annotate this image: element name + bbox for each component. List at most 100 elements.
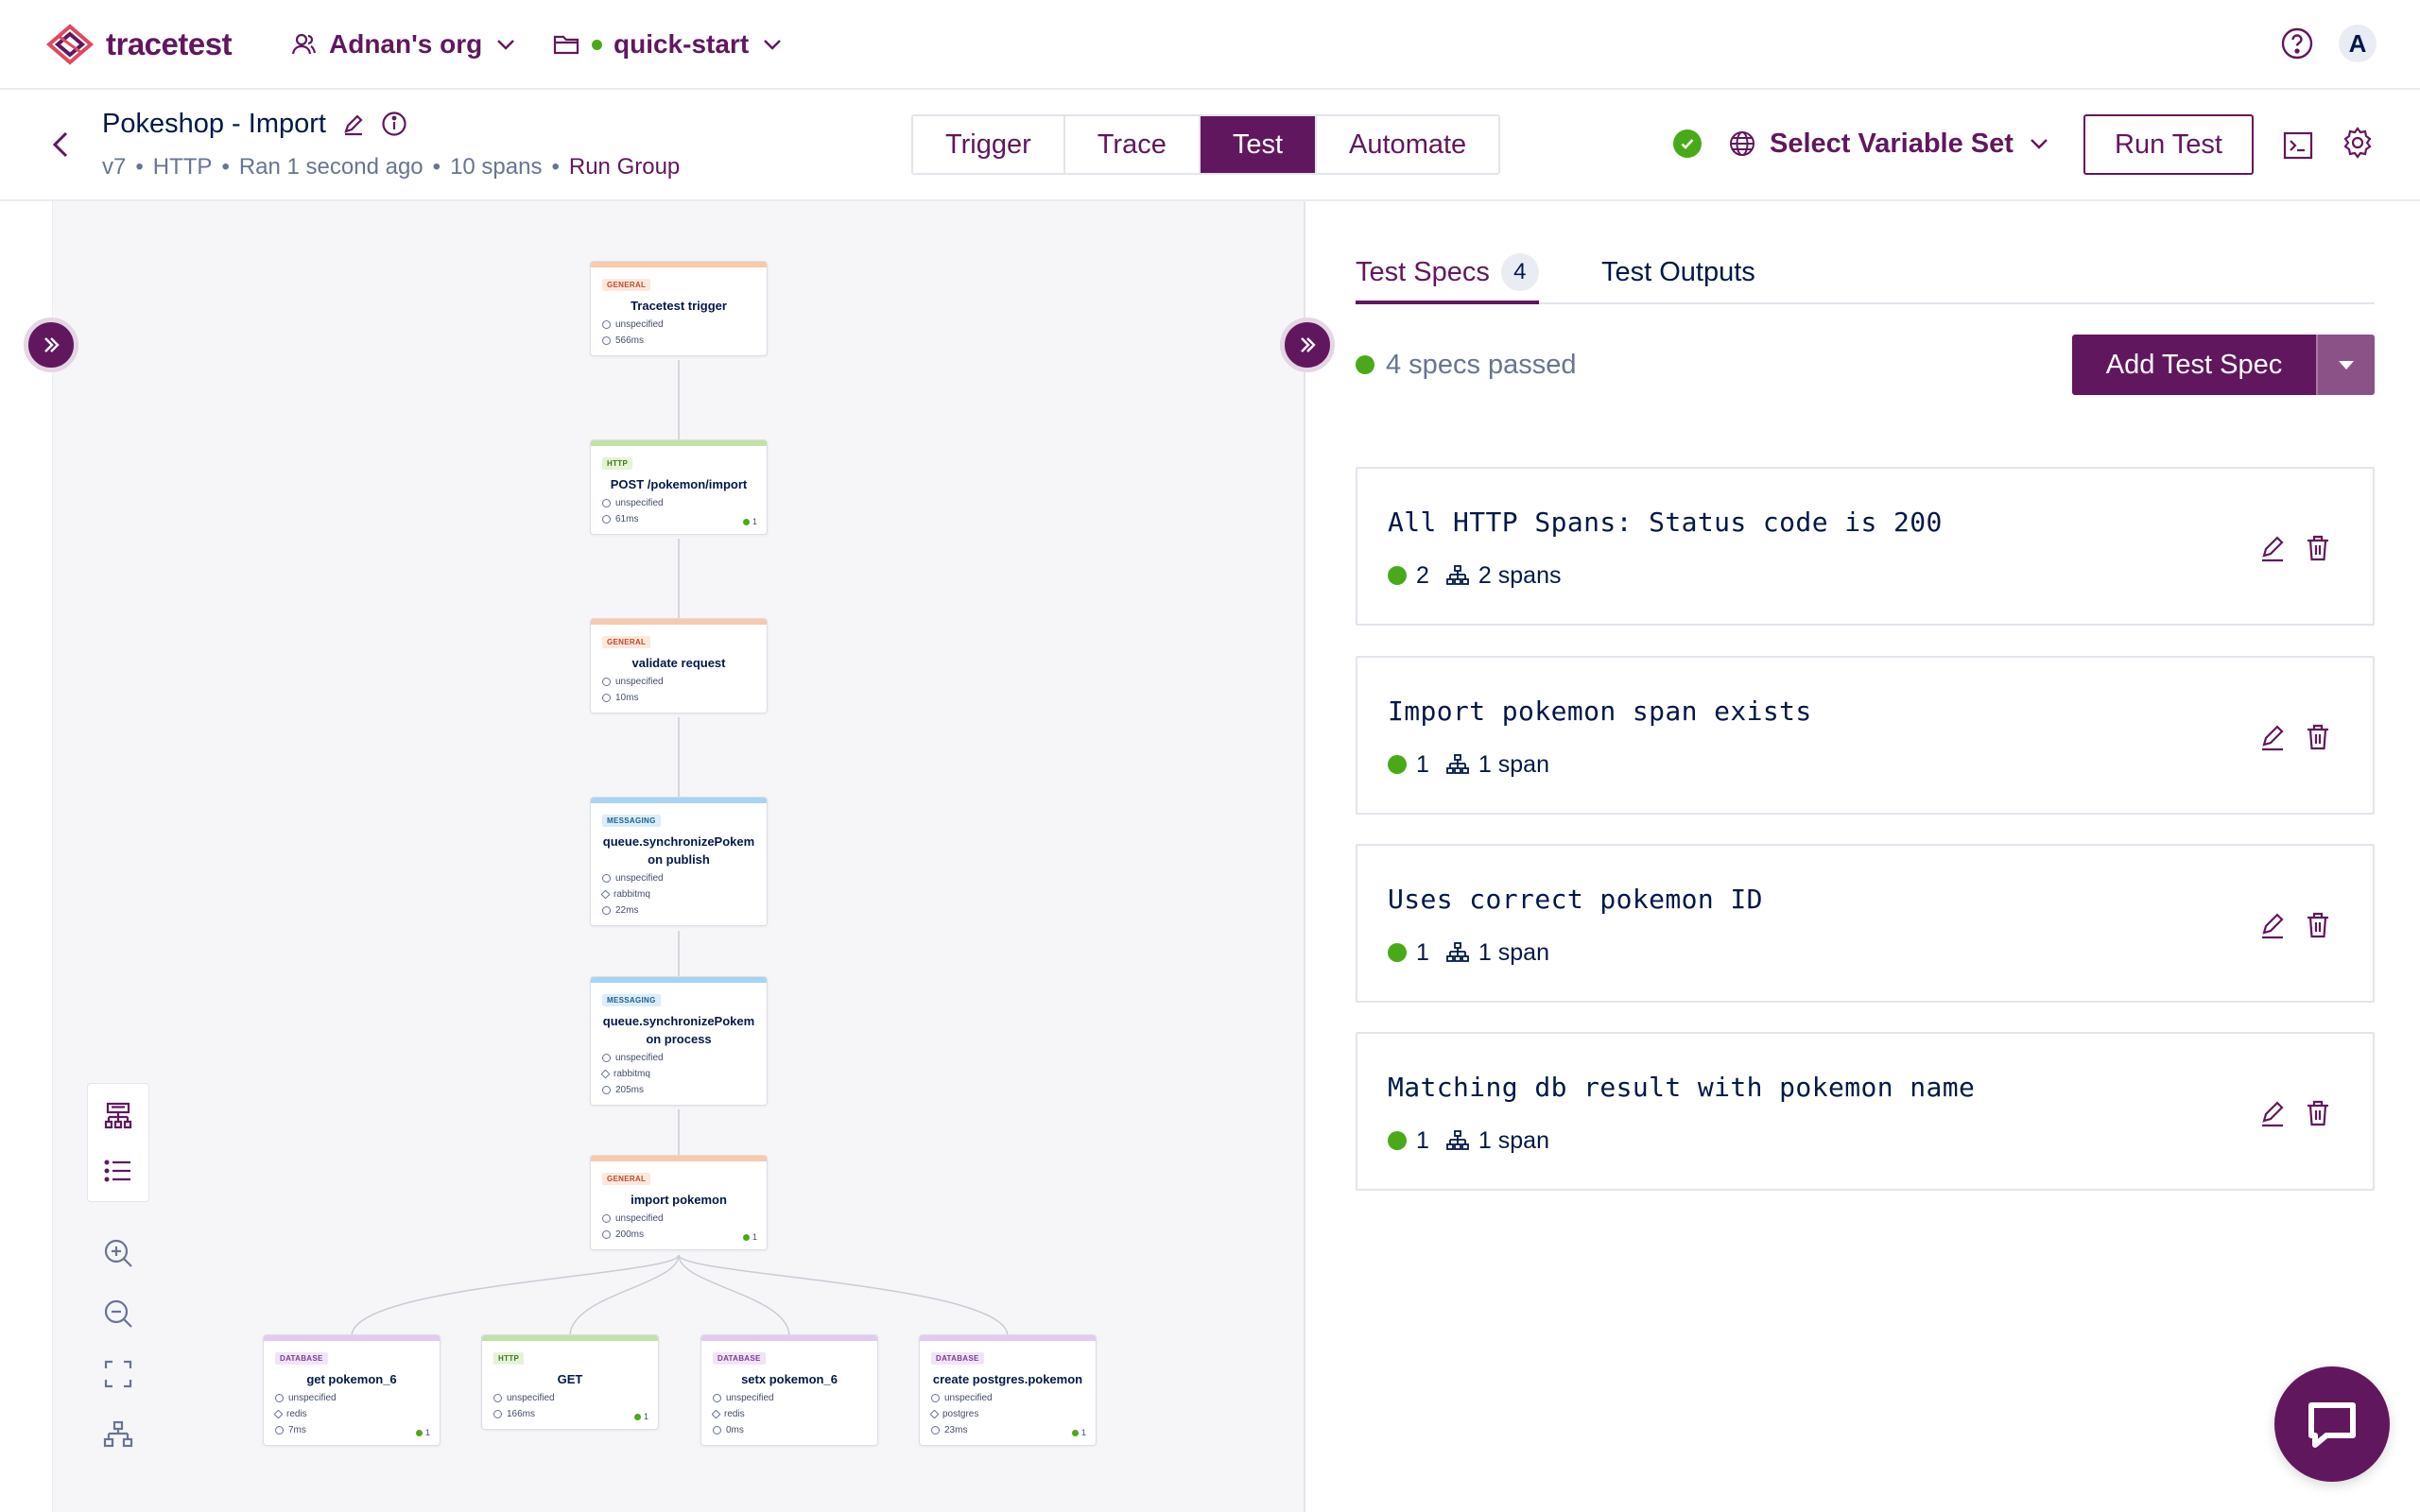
- trash-icon[interactable]: [2303, 1098, 2333, 1128]
- span-duration-value: 10ms: [615, 693, 639, 703]
- span-type-bar: [591, 440, 767, 446]
- span-type-badge: HTTP: [602, 457, 633, 470]
- clock-icon: [493, 1410, 502, 1418]
- tab-trigger[interactable]: Trigger: [913, 116, 1065, 173]
- tab-automate[interactable]: Automate: [1317, 116, 1499, 173]
- org-selector[interactable]: Adnan's org: [289, 25, 518, 64]
- edit-icon[interactable]: [2257, 533, 2288, 563]
- span-service-name: unspecified: [507, 1393, 555, 1403]
- edit-icon[interactable]: [341, 112, 366, 136]
- run-group-link[interactable]: Run Group: [568, 154, 681, 180]
- span-check-result: 1: [633, 1412, 648, 1421]
- span-node[interactable]: HTTP POST /pokemon/import unspecified 61ms 1: [590, 439, 768, 535]
- span-type-badge: GENERAL: [602, 1173, 651, 1185]
- trash-icon[interactable]: [2303, 533, 2333, 563]
- tab-trace[interactable]: Trace: [1064, 116, 1201, 173]
- wrench-icon: [600, 889, 611, 900]
- test-spec-card[interactable]: Matching db result with pokemon name 1 1 s…: [1356, 1032, 2375, 1191]
- add-test-spec-button[interactable]: Add Test Spec: [2072, 335, 2316, 395]
- tab-test-outputs-label: Test Outputs: [1601, 256, 1755, 287]
- span-node[interactable]: DATABASE get pokemon_6 unspecified redis 7ms…: [263, 1334, 441, 1446]
- auto-layout-icon[interactable]: [99, 1416, 137, 1453]
- terminal-icon[interactable]: [2282, 129, 2314, 162]
- back-arrow-icon[interactable]: [45, 126, 76, 163]
- span-node[interactable]: MESSAGING queue.synchronizePokemon publis…: [590, 797, 768, 926]
- tab-test-outputs[interactable]: Test Outputs: [1601, 248, 1755, 297]
- specs-passed-text: 4 specs passed: [1386, 349, 1577, 380]
- trash-icon[interactable]: [2303, 722, 2333, 752]
- test-meta-line: v7 • HTTP • Ran 1 second ago • 10 spans …: [102, 152, 680, 182]
- span-service-name: unspecified: [615, 1053, 664, 1063]
- span-node[interactable]: GENERAL validate request unspecified 10ms: [590, 618, 768, 713]
- pass-dot: [1388, 755, 1407, 774]
- trash-icon[interactable]: [2303, 910, 2333, 940]
- affected-span-count: 1 span: [1478, 938, 1549, 966]
- span-duration: 205ms: [591, 1082, 767, 1105]
- span-node[interactable]: GENERAL import pokemon unspecified 200ms 1: [590, 1155, 768, 1250]
- pass-count: 1: [1416, 938, 1429, 966]
- span-type-bar: [591, 798, 767, 803]
- help-icon[interactable]: [2280, 26, 2314, 60]
- expand-left-panel-button[interactable]: [24, 318, 78, 372]
- check-pass-dot: [1071, 1429, 1079, 1436]
- user-avatar[interactable]: A: [2339, 25, 2377, 62]
- tracetest-logo[interactable]: tracetest: [45, 23, 233, 66]
- span-service: unspecified: [591, 317, 767, 333]
- test-spec-selector: Import pokemon span exists: [1388, 696, 1812, 727]
- collapse-graph-panel-button[interactable]: [1280, 318, 1335, 372]
- graph-view-icon[interactable]: [99, 1097, 137, 1135]
- fit-view-icon[interactable]: [99, 1355, 137, 1393]
- test-spec-card[interactable]: All HTTP Spans: Status code is 200 2 2 spa…: [1356, 467, 2375, 626]
- service-icon: [602, 678, 611, 686]
- pass-dot: [1388, 943, 1407, 962]
- environment-selector[interactable]: quick-start: [552, 25, 785, 64]
- tracetest-logo-icon: [45, 24, 95, 65]
- clock-icon: [602, 1086, 611, 1094]
- span-duration: 23ms: [920, 1422, 1096, 1445]
- zoom-in-icon[interactable]: [99, 1234, 137, 1272]
- test-ran-time: Ran 1 second ago: [238, 154, 424, 180]
- service-icon: [602, 874, 611, 883]
- span-node[interactable]: DATABASE setx pokemon_6 unspecified redis 0m…: [700, 1334, 878, 1446]
- tab-test-specs[interactable]: Test Specs 4: [1356, 248, 1539, 297]
- gear-icon[interactable]: [2341, 126, 2375, 160]
- span-service-name: unspecified: [615, 677, 664, 687]
- view-mode-toggle: [87, 1083, 149, 1202]
- wrench-icon: [929, 1409, 940, 1419]
- span-name: validate request: [631, 656, 726, 670]
- test-spec-card[interactable]: Import pokemon span exists 1 1 span: [1356, 656, 2375, 815]
- span-type-bar: [591, 977, 767, 983]
- span-node[interactable]: GENERAL Tracetest trigger unspecified 566ms: [590, 261, 768, 356]
- edit-icon[interactable]: [2257, 910, 2288, 940]
- list-view-icon[interactable]: [99, 1152, 137, 1190]
- test-spec-card[interactable]: Uses correct pokemon ID 1 1 span: [1356, 844, 2375, 1003]
- chevron-down-icon: [2031, 139, 2048, 149]
- pass-count: 1: [1416, 750, 1429, 778]
- span-type-bar: [920, 1335, 1096, 1341]
- panel-divider[interactable]: [1304, 201, 1305, 1512]
- span-system: redis: [264, 1406, 440, 1422]
- tab-test[interactable]: Test: [1200, 116, 1318, 173]
- span-type-bar: [264, 1335, 440, 1341]
- zoom-out-icon[interactable]: [99, 1295, 137, 1332]
- span-duration-value: 200ms: [615, 1229, 645, 1240]
- span-node[interactable]: DATABASE create postgres.pokemon unspecifi…: [919, 1334, 1097, 1446]
- chat-support-button[interactable]: [2274, 1366, 2390, 1482]
- span-tree-icon: [1446, 754, 1469, 774]
- add-spec-dropdown-toggle[interactable]: [2316, 335, 2375, 395]
- span-type-bar: [591, 262, 767, 267]
- mode-tabs: Trigger Trace Test Automate: [911, 114, 1501, 175]
- span-service: unspecified: [591, 674, 767, 690]
- clock-icon: [602, 694, 611, 702]
- edit-icon[interactable]: [2257, 1098, 2288, 1128]
- variable-set-selector[interactable]: Select Variable Set: [1728, 122, 2051, 165]
- service-icon: [713, 1394, 721, 1402]
- info-icon[interactable]: [381, 111, 407, 137]
- edit-icon[interactable]: [2257, 722, 2288, 752]
- span-service-name: unspecified: [615, 319, 664, 330]
- service-icon: [602, 499, 611, 507]
- span-node[interactable]: HTTP GET unspecified 166ms 1: [481, 1334, 659, 1430]
- span-node[interactable]: MESSAGING queue.synchronizePokemon proces…: [590, 976, 768, 1106]
- span-check-count: 1: [752, 1232, 757, 1242]
- run-test-button[interactable]: Run Test: [2083, 114, 2254, 175]
